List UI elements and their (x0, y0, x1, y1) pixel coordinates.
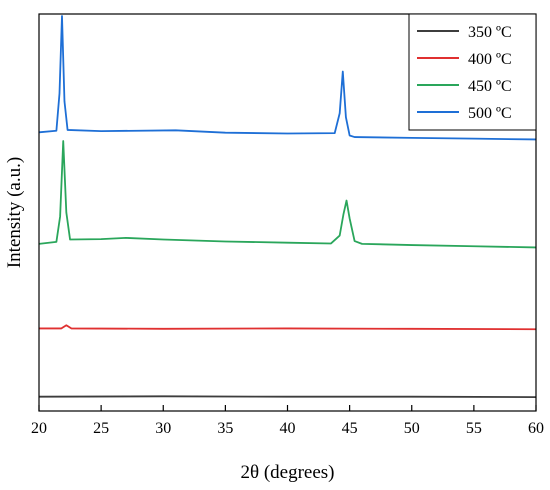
x-tick-label: 55 (466, 420, 482, 437)
legend-label-2: 450 ºC (468, 78, 512, 95)
x-axis-ticks: 20 25 30 35 40 45 50 55 60 (31, 405, 544, 437)
x-tick-label: 60 (528, 420, 544, 437)
x-tick-label: 35 (217, 420, 233, 437)
x-tick-label: 20 (31, 420, 47, 437)
legend: 350 ºC 400 ºC 450 ºC 500 ºC (408, 13, 537, 131)
series-line-3 (38, 15, 537, 141)
x-tick-label: 25 (93, 420, 109, 437)
series-line-2 (38, 140, 537, 249)
series-line-0 (38, 395, 537, 399)
series-layer (38, 15, 537, 399)
legend-label-0: 350 ºC (468, 24, 512, 41)
y-axis-label: Intensity (a.u.) (4, 157, 25, 268)
legend-label-3: 500 ºC (468, 105, 512, 122)
x-tick-label: 40 (280, 420, 296, 437)
legend-box (408, 13, 537, 131)
series-line-1 (39, 324, 537, 331)
x-tick-label: 45 (342, 420, 358, 437)
legend-label-1: 400 ºC (468, 51, 512, 68)
x-tick-label: 30 (155, 420, 171, 437)
x-tick-label: 50 (404, 420, 420, 437)
x-axis-label: 2θ (degrees) (240, 462, 334, 483)
